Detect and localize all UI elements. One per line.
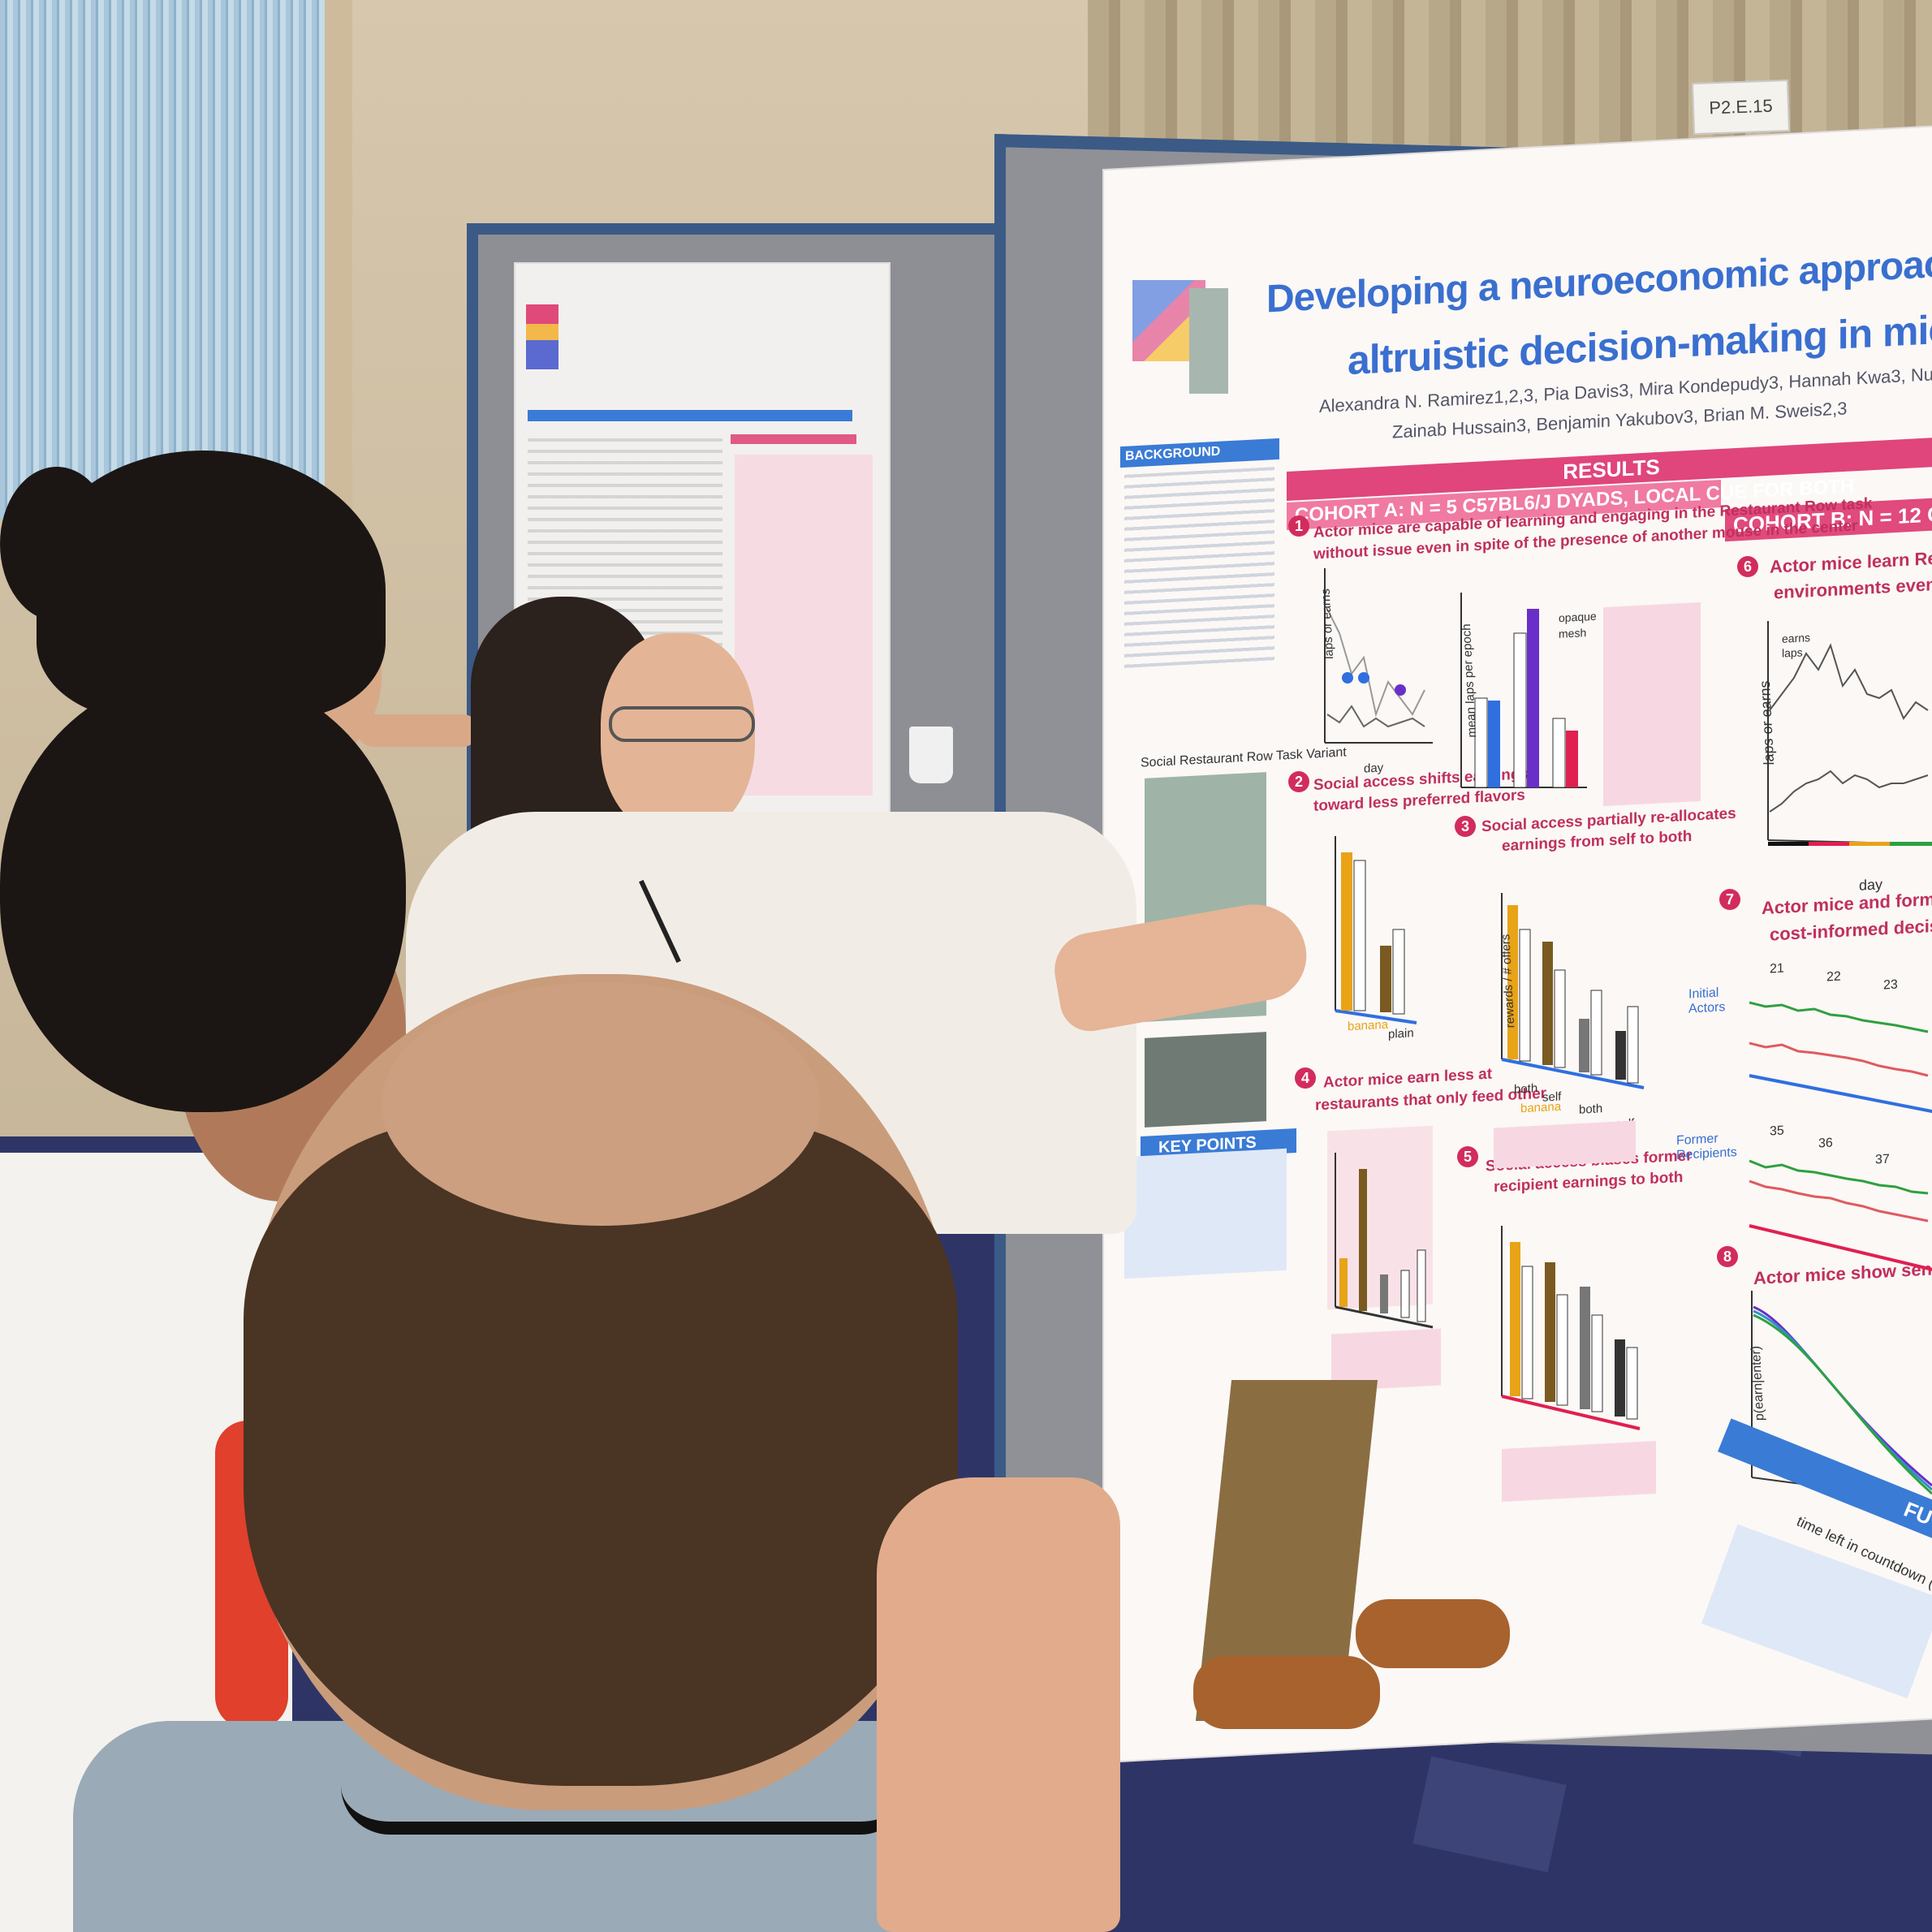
presenter-glasses	[609, 706, 755, 742]
figure-3-note-box	[1494, 1120, 1636, 1169]
bar	[1380, 1274, 1388, 1313]
task-photo	[1145, 1032, 1266, 1128]
figure-number-3: 3	[1455, 816, 1476, 837]
flavor-label-banana: banana	[1348, 1017, 1389, 1034]
figure-3-bar-chart	[1501, 893, 1645, 1089]
bar	[1353, 860, 1366, 1011]
bar	[1417, 1249, 1426, 1322]
presenter-face	[601, 633, 755, 836]
background-text	[1124, 467, 1274, 670]
bar	[1507, 905, 1518, 1059]
person-shoe	[1193, 1656, 1380, 1729]
fig7-row-former-recipients: Former Recipients	[1676, 1132, 1737, 1162]
bar	[1626, 1347, 1638, 1420]
paper-cup	[909, 727, 953, 783]
bar	[1552, 718, 1566, 788]
fig7-row-initial-actors: Initial Actors	[1688, 985, 1726, 1016]
figure-number-8: 8	[1717, 1246, 1738, 1267]
bar	[1542, 942, 1553, 1065]
figure-number-6: 6	[1737, 556, 1758, 577]
bar	[1519, 929, 1531, 1062]
figure-number-2: 2	[1288, 771, 1309, 792]
figure-6-line-chart	[1767, 621, 1932, 846]
bar	[1521, 1266, 1533, 1399]
figure-number-1: 1	[1288, 515, 1309, 537]
bar	[1380, 946, 1391, 1012]
poster-left-section-bar	[731, 434, 856, 444]
person-3-curly-hair	[0, 674, 406, 1112]
figure-1-line-chart	[1324, 568, 1433, 744]
bar	[1590, 990, 1602, 1076]
figure-1-note-box	[1603, 602, 1701, 807]
flavor-label-both-2: both	[1579, 1102, 1603, 1117]
bar	[1591, 1314, 1603, 1412]
poster-photo	[1189, 288, 1228, 394]
bar	[1615, 1031, 1626, 1080]
bar	[1510, 1242, 1520, 1396]
board-number-tag: P2.E.15	[1691, 79, 1791, 136]
bar	[1627, 1006, 1639, 1084]
figure-number-5: 5	[1457, 1146, 1478, 1167]
poster-left-header-bar	[528, 410, 852, 421]
bar	[1513, 632, 1527, 788]
bar	[1400, 1270, 1410, 1318]
key-points-box	[1124, 1148, 1287, 1279]
figure-6-x-label: day	[1859, 876, 1883, 894]
window-blinds	[0, 0, 341, 520]
person-4-lanyard	[341, 1786, 909, 1835]
legend-laps: laps	[1782, 645, 1803, 660]
person-4-hand	[877, 1477, 1120, 1932]
bar	[1392, 929, 1405, 1015]
person-2-arm	[357, 714, 479, 747]
person-4-hair	[244, 1120, 958, 1786]
figure-7-former-recipients-chart	[1749, 1159, 1932, 1271]
person-4-scalp	[382, 982, 820, 1226]
figure-1b-bar-chart	[1460, 593, 1587, 788]
figure-7-initial-actors-chart	[1749, 1001, 1932, 1114]
flavor-label-plain: plain	[1388, 1026, 1414, 1041]
legend-mesh: mesh	[1559, 626, 1587, 640]
bar	[1566, 731, 1578, 787]
figure-5-bar-chart	[1501, 1226, 1641, 1430]
figure-1-x-label: day	[1364, 761, 1384, 776]
figure-number-7: 7	[1719, 889, 1740, 910]
bar	[1615, 1339, 1625, 1417]
bar	[1339, 1258, 1348, 1307]
figure-5-note-box	[1502, 1441, 1656, 1502]
poster-left-logo	[526, 304, 558, 369]
figure-2-bar-chart	[1335, 836, 1417, 1024]
bar	[1579, 1019, 1589, 1072]
person-shoe	[1356, 1599, 1510, 1668]
bar	[1545, 1262, 1555, 1402]
legend-earns: earns	[1782, 631, 1811, 645]
figure-4-bar-chart	[1335, 1153, 1434, 1329]
bar	[1556, 1294, 1568, 1406]
poster-left-panel	[735, 455, 873, 796]
legend-opaque: opaque	[1559, 609, 1597, 625]
bar	[1554, 969, 1566, 1068]
figure-number-4: 4	[1295, 1067, 1316, 1089]
bar	[1359, 1169, 1367, 1311]
bar	[1580, 1287, 1590, 1409]
bar	[1488, 701, 1500, 787]
flavor-label-banana-2: banana	[1520, 1099, 1562, 1116]
flavor-label-both: both	[1514, 1081, 1538, 1097]
bar	[1527, 609, 1539, 787]
fig7-day-21: 21	[1770, 961, 1784, 977]
bar	[1474, 697, 1488, 788]
bar	[1341, 852, 1352, 1011]
